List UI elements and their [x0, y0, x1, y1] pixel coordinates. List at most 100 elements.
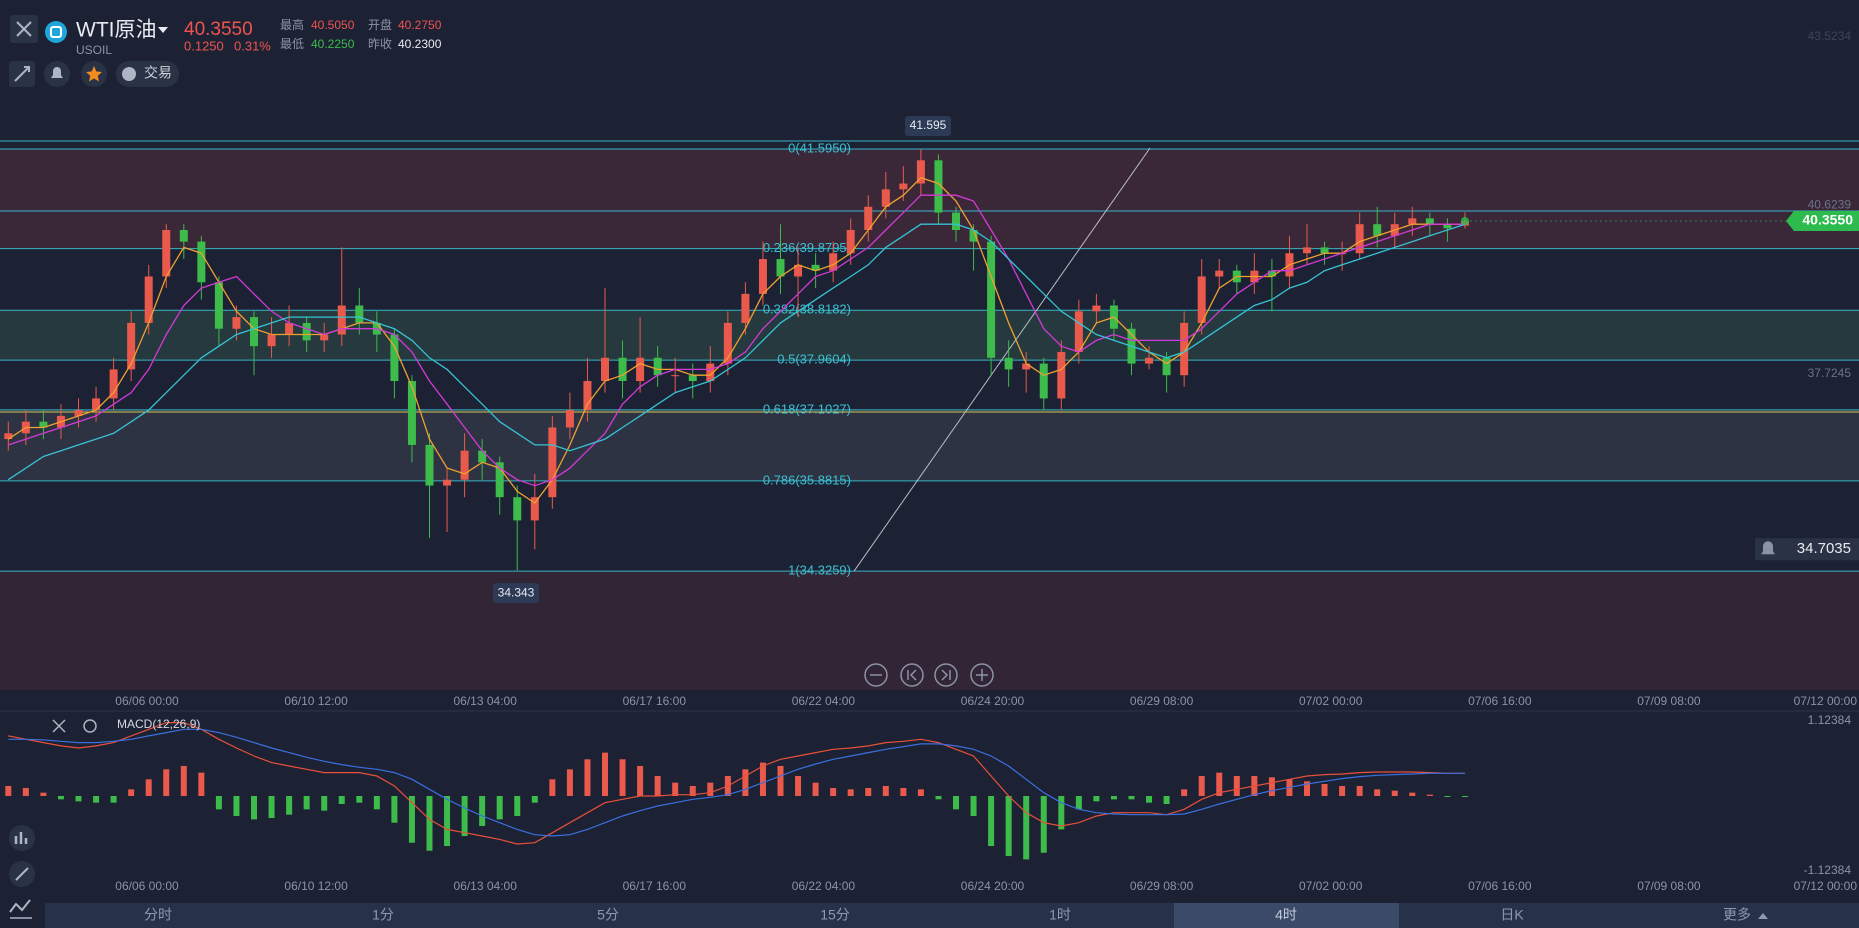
- macd-bar: [935, 796, 942, 800]
- candle-body: [267, 334, 276, 347]
- tab[interactable]: 1时: [1049, 907, 1071, 923]
- field-label: 昨收: [368, 37, 392, 51]
- symbol-dropdown[interactable]: [158, 27, 168, 33]
- close-icon: [16, 21, 32, 37]
- macd-bar: [356, 796, 363, 803]
- candle-body: [302, 322, 311, 341]
- macd-bar: [689, 785, 696, 796]
- candle-body: [776, 259, 785, 277]
- trade-button[interactable]: [116, 61, 179, 87]
- x-tick-label: 06/17 16:00: [623, 694, 687, 708]
- alert-label: 34.7035: [1797, 540, 1851, 557]
- zoom-in-icon: [976, 669, 988, 681]
- chart-type-tool[interactable]: [9, 899, 31, 913]
- fib-label: 0.618(37.1027): [763, 401, 851, 416]
- zoom-out-button[interactable]: [864, 663, 888, 687]
- candle-body: [987, 241, 996, 358]
- candle-body: [1303, 247, 1311, 254]
- candle-body: [1443, 224, 1452, 229]
- symbol-logo: [45, 21, 67, 43]
- last-price-glow: [1460, 216, 1469, 225]
- field-value: 40.2300: [398, 37, 442, 51]
- candle-body: [407, 381, 416, 445]
- fib-trend-line: [853, 147, 1151, 572]
- candle-body: [214, 282, 223, 329]
- x-tick-label: 07/06 16:00: [1468, 694, 1532, 708]
- macd-bar: [602, 752, 608, 796]
- macd-bar: [303, 796, 310, 810]
- macd-bar: [145, 779, 152, 796]
- fib-label: 0(41.5950): [788, 140, 851, 155]
- tab[interactable]: 1分: [372, 907, 394, 923]
- tab[interactable]: 分时: [144, 907, 172, 923]
- macd-bar: [619, 759, 626, 796]
- x-tick-label: 07/09 08:00: [1637, 694, 1701, 708]
- macd-bar: [1110, 796, 1117, 800]
- macd-bar: [180, 765, 187, 796]
- zoom-in-button[interactable]: [970, 663, 994, 687]
- x-tick-label: 06/13 04:00: [453, 879, 517, 893]
- x-tick-label: 07/06 16:00: [1468, 879, 1532, 893]
- macd-bar: [637, 765, 644, 796]
- trade-icon: [122, 67, 136, 81]
- scroll-end-button[interactable]: [934, 663, 958, 687]
- macd-bar: [1216, 772, 1223, 796]
- field-label: 最高: [280, 17, 304, 32]
- candle-body: [109, 369, 118, 399]
- bell-icon: [51, 67, 63, 78]
- candle-body: [232, 317, 241, 329]
- macd-bar: [1198, 775, 1205, 796]
- navigation: [864, 663, 994, 687]
- candle-body: [1320, 247, 1329, 254]
- candle-body: [179, 230, 188, 242]
- candle-body: [1215, 270, 1224, 277]
- candle-body: [618, 357, 627, 382]
- macd-bar: [672, 782, 679, 796]
- macd-bar: [566, 769, 573, 796]
- ma-line: [7, 223, 1466, 481]
- x-tick-label: 06/17 16:00: [623, 879, 687, 893]
- low-marker: 34.343: [498, 585, 535, 599]
- tab[interactable]: 日K: [1500, 907, 1524, 923]
- y-tick-label: 43.5234: [1808, 29, 1852, 43]
- field-label: 开盘: [368, 17, 392, 32]
- candle-body: [1039, 363, 1048, 399]
- macd-bar: [1023, 796, 1030, 860]
- macd-bar: [1321, 783, 1328, 796]
- candle-body: [127, 322, 136, 370]
- tab[interactable]: 15分: [820, 907, 850, 923]
- macd-bar: [1356, 785, 1363, 796]
- x-tick-label: 06/10 12:00: [284, 879, 348, 893]
- candle-body: [495, 462, 504, 498]
- tab[interactable]: 更多: [1723, 907, 1751, 923]
- macd-bar: [444, 796, 451, 847]
- close-indicator-button[interactable]: [52, 719, 66, 733]
- candle-body: [934, 160, 943, 213]
- candle-body: [144, 276, 153, 323]
- macd-bar: [1426, 794, 1433, 796]
- field-value: 40.2250: [311, 37, 355, 51]
- symbol-name[interactable]: WTI原油: [76, 19, 156, 42]
- fib-band: [0, 148, 1859, 249]
- indicator-settings-button[interactable]: [83, 719, 97, 733]
- candle-body: [899, 183, 908, 190]
- y-tick-label: 1.12384: [1808, 713, 1852, 727]
- candle-body: [285, 322, 294, 335]
- tab[interactable]: 5分: [597, 907, 619, 923]
- macd-bar: [338, 796, 345, 805]
- macd-bar: [1391, 790, 1398, 796]
- macd-bar: [882, 785, 889, 796]
- candle-body: [969, 230, 978, 242]
- scroll-start-button[interactable]: [900, 663, 924, 687]
- macd-bar: [1181, 789, 1188, 796]
- y-tick-label: 37.7245: [1808, 366, 1852, 380]
- macd-bar: [1075, 796, 1082, 810]
- tab-active[interactable]: 4时: [1275, 907, 1297, 923]
- x-tick-label: 06/06 00:00: [115, 879, 179, 893]
- macd-bar: [373, 796, 380, 810]
- x-tick-label: 07/02 00:00: [1299, 879, 1363, 893]
- x-tick-label: 06/06 00:00: [115, 694, 179, 708]
- candle-body: [425, 444, 434, 486]
- field-label: 最低: [280, 37, 304, 51]
